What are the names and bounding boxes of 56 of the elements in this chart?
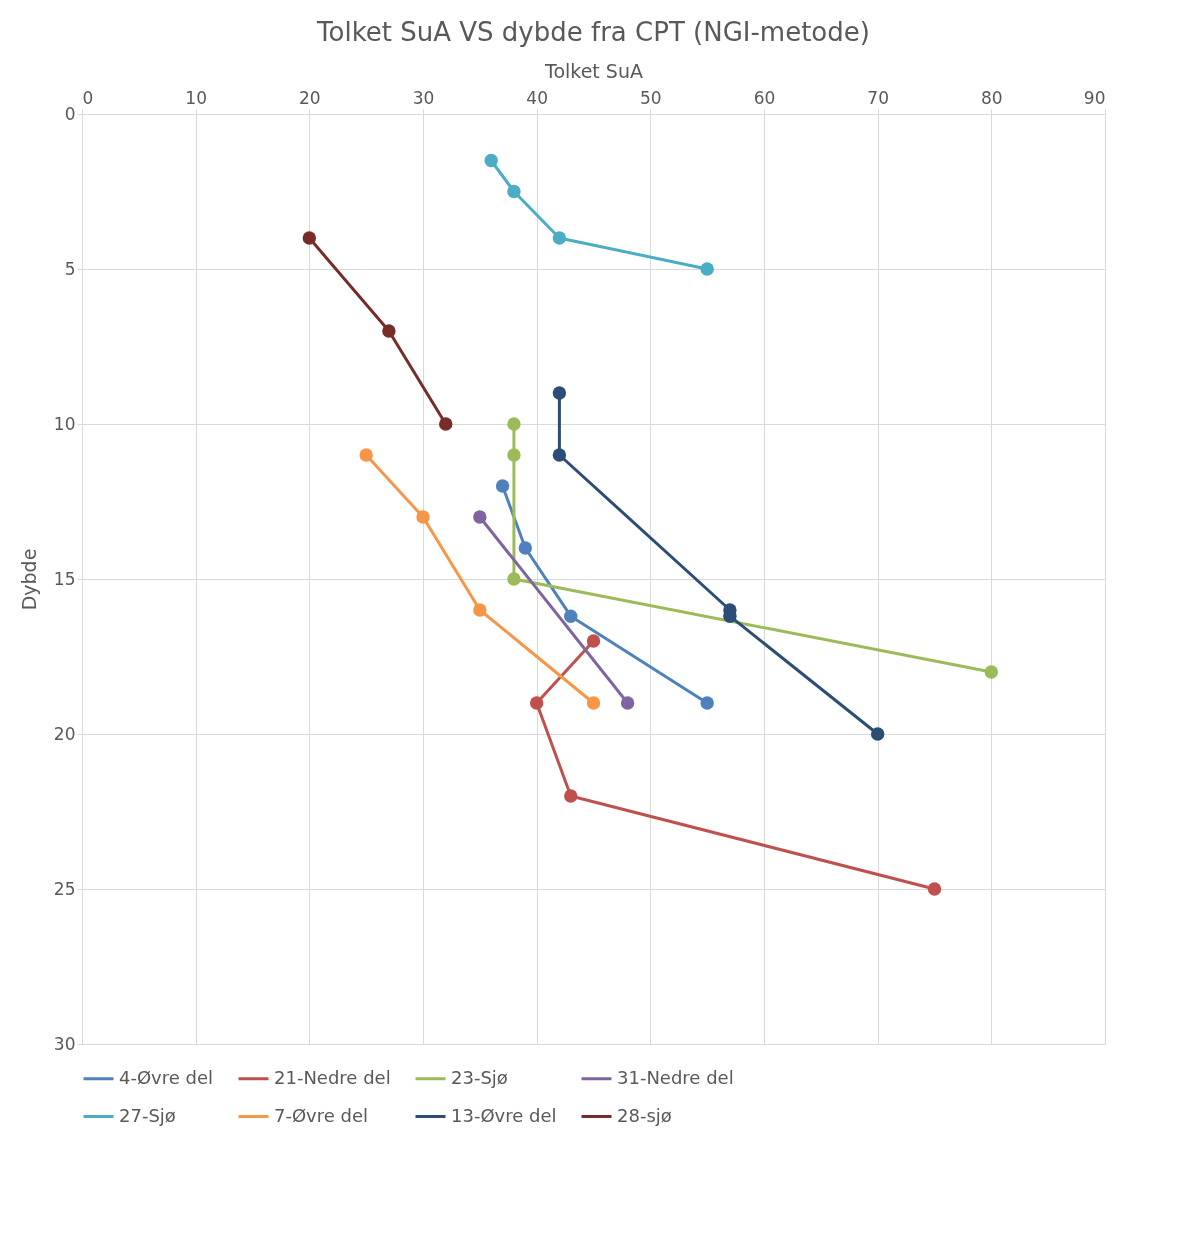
point <box>564 789 578 803</box>
point <box>382 324 396 338</box>
point <box>416 510 430 524</box>
point <box>552 386 567 400</box>
point <box>552 231 567 245</box>
y-tick-label: 5 <box>64 258 76 279</box>
point <box>507 448 521 462</box>
point <box>495 479 510 493</box>
x-axis-title: Tolket SuA <box>544 59 643 82</box>
y-tick-label: 30 <box>53 1033 76 1054</box>
legend-label: 23-Sjø <box>451 1066 508 1088</box>
y-tick-label: 15 <box>53 568 76 589</box>
x-tick-label: 90 <box>1083 87 1106 108</box>
x-tick-label: 30 <box>412 87 435 108</box>
y-tick-label: 25 <box>53 878 76 899</box>
point <box>484 153 498 168</box>
point <box>359 448 373 462</box>
point <box>473 603 487 617</box>
point <box>620 696 635 710</box>
point <box>507 572 521 586</box>
legend-label: 27-Sjø <box>119 1104 176 1126</box>
point <box>507 184 521 199</box>
point <box>507 417 521 431</box>
point <box>870 727 885 741</box>
point <box>927 882 942 896</box>
x-tick-label: 40 <box>526 87 548 108</box>
point <box>564 609 578 623</box>
point <box>529 696 544 710</box>
legend-label: 31-Nedre del <box>617 1066 734 1088</box>
point <box>518 541 533 555</box>
point <box>302 231 317 245</box>
x-tick-label: 10 <box>185 87 207 108</box>
point <box>439 417 453 431</box>
x-tick-label: 50 <box>640 87 662 108</box>
point <box>473 510 487 524</box>
legend-label: 4-Øvre del <box>119 1066 214 1088</box>
legend-label: 7-Øvre del <box>274 1104 369 1126</box>
y-tick-label: 10 <box>53 413 76 434</box>
legend-label: 21-Nedre del <box>274 1066 391 1088</box>
point <box>700 696 714 710</box>
x-tick-label: 20 <box>299 87 321 108</box>
x-tick-label: 70 <box>867 87 889 108</box>
y-tick-label: 0 <box>64 103 76 124</box>
point <box>552 448 567 462</box>
point <box>586 696 601 710</box>
point <box>984 665 999 679</box>
x-tick-label: 0 <box>82 87 94 108</box>
point <box>586 634 601 648</box>
chart-title: Tolket SuA VS dybde fra CPT (NGI-metode) <box>316 17 870 47</box>
x-tick-label: 60 <box>753 87 776 108</box>
legend-label: 28-sjø <box>617 1104 672 1126</box>
y-axis-title: Dybde <box>17 548 40 611</box>
legend-label: 13-Øvre del <box>451 1104 557 1126</box>
x-tick-label: 80 <box>981 87 1003 108</box>
point <box>700 262 714 276</box>
y-tick-label: 20 <box>53 723 76 744</box>
